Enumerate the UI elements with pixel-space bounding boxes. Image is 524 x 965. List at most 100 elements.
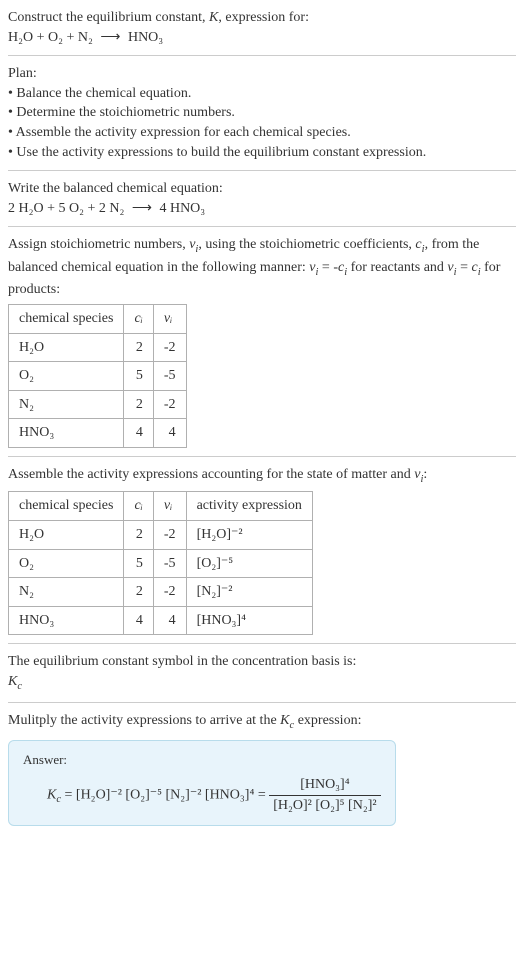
- table-row: O₂ 5 -5 [O₂]⁻⁵: [9, 549, 313, 578]
- intro-line: Construct the equilibrium constant, K, e…: [8, 8, 516, 28]
- table-cell-c: 4: [124, 606, 153, 635]
- table-cell-species: H₂O: [9, 520, 124, 549]
- intro-text-1b: , expression for:: [218, 10, 309, 25]
- table-header: νᵢ: [153, 492, 186, 521]
- table-row: H₂O 2 -2: [9, 333, 187, 362]
- table-cell-c: 4: [124, 419, 153, 448]
- table-row: HNO₃ 4 4 [HNO₃]⁴: [9, 606, 313, 635]
- multiply-p2: expression:: [294, 713, 361, 728]
- plan-section: Plan: • Balance the chemical equation. •…: [8, 64, 516, 162]
- table-cell-species: HNO₃: [9, 606, 124, 635]
- table-row: N₂ 2 -2 [N₂]⁻²: [9, 578, 313, 607]
- intro-equation: H₂O + O₂ + N₂ ⟶ HNO₃: [8, 28, 516, 48]
- table-header-vi: νᵢ: [164, 498, 172, 513]
- balanced-lhs: 2 H₂O + 5 O₂ + 2 N₂: [8, 201, 124, 216]
- table-cell-v: -2: [153, 390, 186, 419]
- table-cell-c: 2: [124, 333, 153, 362]
- intro-eq-rhs: HNO₃: [128, 30, 163, 45]
- answer-kc: K: [47, 787, 56, 802]
- divider: [8, 702, 516, 703]
- plan-bullet-1: • Balance the chemical equation.: [8, 84, 516, 104]
- table-header-row: chemical species cᵢ νᵢ activity expressi…: [9, 492, 313, 521]
- intro-eq-lhs: H₂O + O₂ + N₂: [8, 30, 93, 45]
- table-cell-v: 4: [153, 419, 186, 448]
- table-header: chemical species: [9, 304, 124, 333]
- assemble-text: Assemble the activity expressions accoun…: [8, 465, 516, 487]
- table-header-ci: cᵢ: [134, 311, 142, 326]
- intro-section: Construct the equilibrium constant, K, e…: [8, 8, 516, 47]
- balanced-title: Write the balanced chemical equation:: [8, 179, 516, 199]
- answer-label: Answer:: [23, 751, 381, 769]
- table-row: O₂ 5 -5: [9, 362, 187, 391]
- divider: [8, 456, 516, 457]
- table-cell-c: 2: [124, 390, 153, 419]
- divider: [8, 170, 516, 171]
- plan-bullet-3: • Assemble the activity expression for e…: [8, 123, 516, 143]
- plan-bullet-2: • Determine the stoichiometric numbers.: [8, 103, 516, 123]
- stoich-table: chemical species cᵢ νᵢ H₂O 2 -2 O₂ 5 -5 …: [8, 304, 187, 448]
- fraction-numerator: [HNO₃]⁴: [269, 775, 380, 796]
- table-cell-activity: [N₂]⁻²: [186, 578, 312, 607]
- balanced-section: Write the balanced chemical equation: 2 …: [8, 179, 516, 218]
- assign-eq1b: = -: [318, 260, 338, 275]
- table-cell-v: -2: [153, 333, 186, 362]
- table-header-ci: cᵢ: [134, 498, 142, 513]
- symbol-section: The equilibrium constant symbol in the c…: [8, 652, 516, 694]
- divider: [8, 226, 516, 227]
- assemble-section: Assemble the activity expressions accoun…: [8, 465, 516, 635]
- divider: [8, 643, 516, 644]
- fraction-denominator: [H₂O]² [O₂]⁵ [N₂]²: [269, 796, 380, 816]
- answer-fraction: [HNO₃]⁴[H₂O]² [O₂]⁵ [N₂]²: [269, 775, 380, 815]
- multiply-text: Mulitply the activity expressions to arr…: [8, 711, 516, 733]
- assign-p2: , using the stoichiometric coefficients,: [198, 237, 415, 252]
- table-cell-species: O₂: [9, 549, 124, 578]
- assign-eq2b: =: [457, 260, 472, 275]
- table-header: cᵢ: [124, 492, 153, 521]
- assign-p4: for reactants and: [347, 260, 447, 275]
- assemble-p2: :: [423, 467, 427, 482]
- table-header-row: chemical species cᵢ νᵢ: [9, 304, 187, 333]
- table-cell-v: -5: [153, 362, 186, 391]
- table-cell-activity: [H₂O]⁻²: [186, 520, 312, 549]
- plan-bullet-4: • Use the activity expressions to build …: [8, 143, 516, 163]
- table-header: activity expression: [186, 492, 312, 521]
- table-row: N₂ 2 -2: [9, 390, 187, 419]
- table-header: νᵢ: [153, 304, 186, 333]
- table-cell-c: 5: [124, 362, 153, 391]
- table-cell-v: 4: [153, 606, 186, 635]
- divider: [8, 55, 516, 56]
- answer-box: Answer: Kc = [H₂O]⁻² [O₂]⁻⁵ [N₂]⁻² [HNO₃…: [8, 740, 396, 826]
- table-cell-v: -2: [153, 520, 186, 549]
- answer-equation: Kc = [H₂O]⁻² [O₂]⁻⁵ [N₂]⁻² [HNO₃]⁴ = [HN…: [23, 775, 381, 815]
- multiply-p1: Mulitply the activity expressions to arr…: [8, 713, 280, 728]
- assign-section: Assign stoichiometric numbers, νi, using…: [8, 235, 516, 448]
- table-cell-c: 5: [124, 549, 153, 578]
- multiply-kc: K: [280, 713, 289, 728]
- balanced-rhs: 4 HNO₃: [159, 201, 205, 216]
- assemble-p1: Assemble the activity expressions accoun…: [8, 467, 414, 482]
- intro-text-1: Construct the equilibrium constant,: [8, 10, 209, 25]
- table-header: cᵢ: [124, 304, 153, 333]
- table-cell-species: N₂: [9, 578, 124, 607]
- activity-table: chemical species cᵢ νᵢ activity expressi…: [8, 491, 313, 635]
- plan-title: Plan:: [8, 64, 516, 84]
- table-row: H₂O 2 -2 [H₂O]⁻²: [9, 520, 313, 549]
- symbol-kc: Kc: [8, 672, 516, 694]
- table-cell-species: O₂: [9, 362, 124, 391]
- assign-text: Assign stoichiometric numbers, νi, using…: [8, 235, 516, 300]
- kc-sub: c: [17, 681, 22, 692]
- table-header-vi: νᵢ: [164, 311, 172, 326]
- table-cell-activity: [HNO₃]⁴: [186, 606, 312, 635]
- balanced-equation: 2 H₂O + 5 O₂ + 2 N₂ ⟶ 4 HNO₃: [8, 199, 516, 219]
- table-cell-c: 2: [124, 578, 153, 607]
- table-header: chemical species: [9, 492, 124, 521]
- arrow-icon: ⟶: [132, 199, 152, 219]
- table-cell-v: -5: [153, 549, 186, 578]
- table-cell-species: H₂O: [9, 333, 124, 362]
- multiply-section: Mulitply the activity expressions to arr…: [8, 711, 516, 826]
- table-cell-v: -2: [153, 578, 186, 607]
- table-cell-activity: [O₂]⁻⁵: [186, 549, 312, 578]
- table-cell-species: HNO₃: [9, 419, 124, 448]
- table-row: HNO₃ 4 4: [9, 419, 187, 448]
- arrow-icon: ⟶: [100, 28, 120, 48]
